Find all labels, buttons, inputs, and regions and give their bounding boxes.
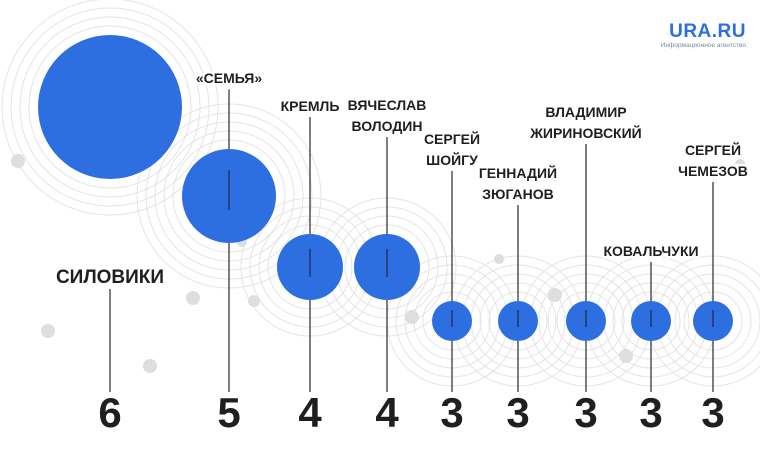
decor-dot	[494, 254, 504, 264]
logo-tagline: Информационное агентство	[660, 42, 746, 49]
category-label: КОВАЛЬЧУКИ	[603, 243, 698, 259]
value-label: 3	[574, 389, 597, 436]
decor-dot	[683, 248, 693, 258]
category-label: КРЕМЛЬ	[281, 98, 340, 114]
value-label: 4	[298, 389, 322, 436]
value-label: 4	[375, 389, 399, 436]
decor-ring	[28, 25, 192, 189]
category-label: «СЕМЬЯ»	[196, 70, 262, 86]
category-label: СЕРГЕЙ	[424, 130, 480, 147]
decor-dot	[11, 154, 25, 168]
decor-dot	[735, 159, 745, 169]
category-label: ЧЕМЕЗОВ	[678, 163, 748, 179]
category-label: ВЛАДИМИР	[545, 104, 626, 120]
value-label: 3	[506, 389, 529, 436]
bubble	[38, 35, 182, 179]
decor-dot	[619, 349, 633, 363]
category-label: ШОЙГУ	[426, 151, 478, 168]
value-label: 5	[217, 389, 240, 436]
decor-ring	[19, 16, 201, 198]
decor-dot	[186, 291, 200, 305]
ura-ru-logo: URA.RU Информационное агентство	[661, 22, 746, 50]
decor-ring	[1, 0, 219, 216]
decor-dot	[248, 295, 260, 307]
decor-dot	[41, 324, 55, 338]
value-label: 3	[701, 389, 724, 436]
decor-dot	[143, 359, 157, 373]
value-label: 6	[98, 389, 121, 436]
category-label: ЗЮГАНОВ	[482, 186, 553, 202]
logo-name: URA.RU	[669, 21, 746, 42]
category-label: ГЕННАДИЙ	[479, 164, 557, 181]
decor-ring	[10, 7, 210, 207]
decor-dot	[405, 310, 419, 324]
category-label: ВЯЧЕСЛАВ	[348, 97, 427, 113]
value-label: 3	[440, 389, 463, 436]
category-label: ВОЛОДИН	[352, 118, 423, 134]
category-label: ЖИРИНОВСКИЙ	[529, 124, 641, 141]
decor-dot	[548, 288, 562, 302]
category-label: СЕРГЕЙ	[685, 141, 741, 158]
category-label: СИЛОВИКИ	[56, 267, 164, 288]
value-label: 3	[639, 389, 662, 436]
